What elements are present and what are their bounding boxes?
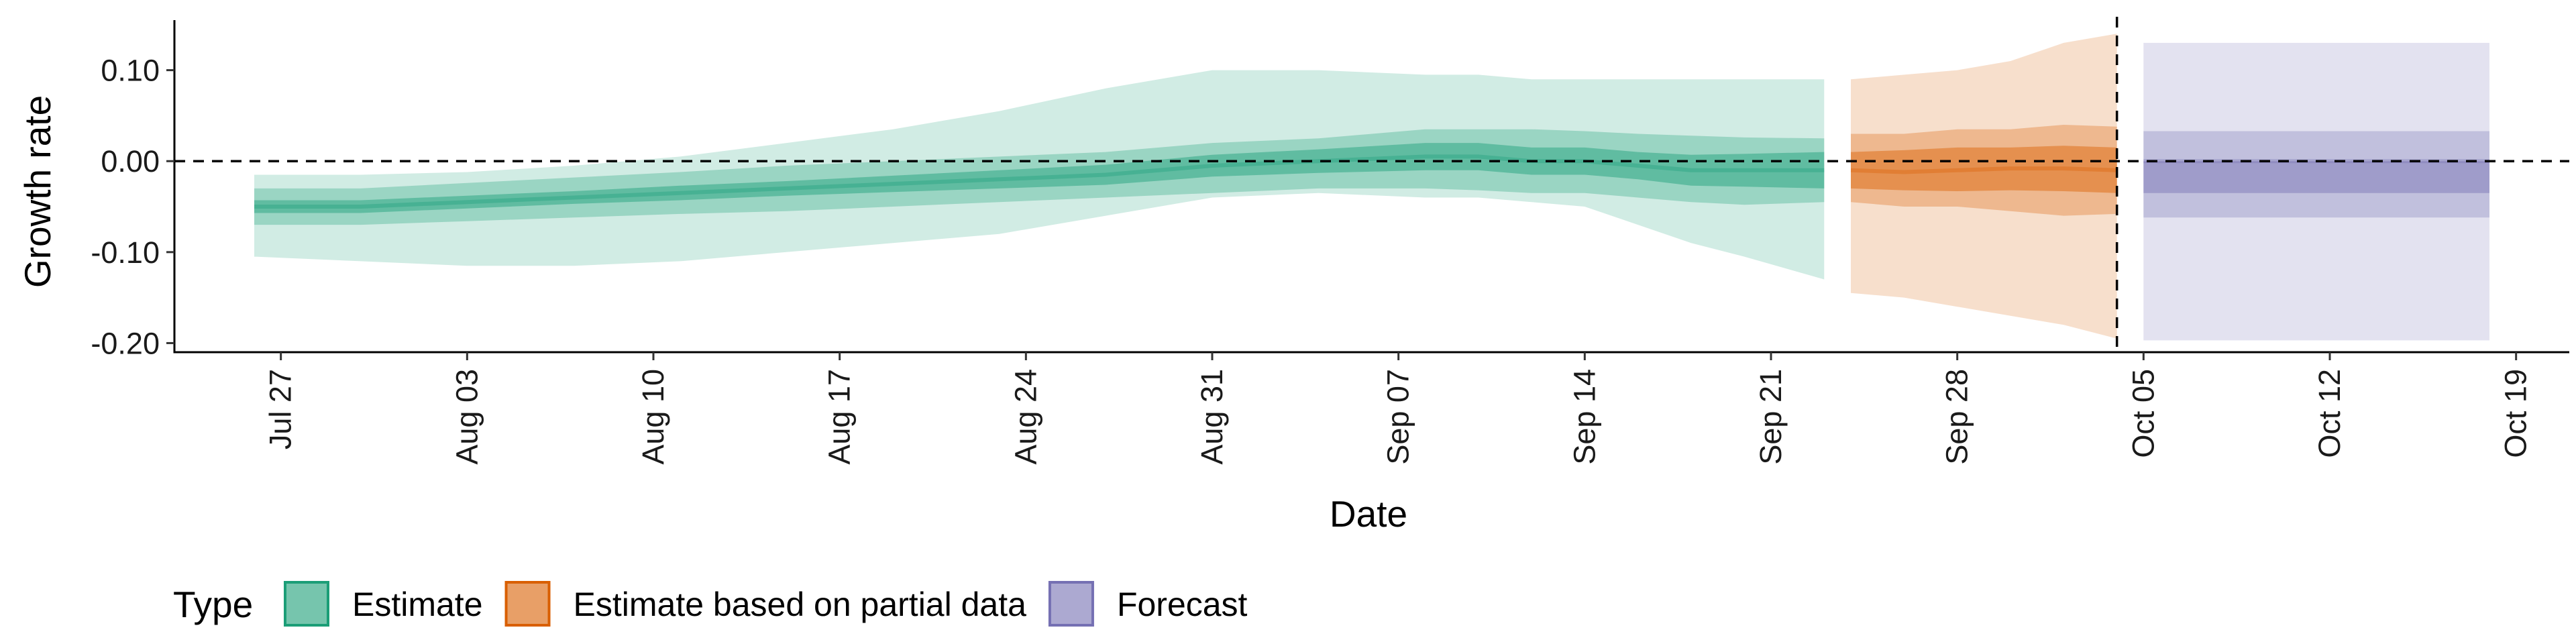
x-tick-label: Aug 31	[1195, 369, 1229, 465]
series-2-outer-ci-band	[2143, 42, 2489, 341]
series-0-median-line	[254, 154, 1825, 209]
x-tick-label: Aug 17	[822, 369, 857, 465]
x-tick-label: Aug 24	[1008, 369, 1042, 465]
x-axis-title: Date	[1330, 493, 1407, 535]
legend: Type Estimate Estimate based on partial d…	[173, 581, 1248, 627]
x-tick-label: Aug 10	[636, 369, 670, 465]
legend-swatch-2	[1048, 581, 1094, 627]
x-tick-label: Oct 12	[2312, 369, 2347, 458]
legend-label-2: Forecast	[1117, 586, 1248, 623]
y-tick-label: 0.10	[101, 54, 160, 88]
x-tick-label: Jul 27	[264, 369, 298, 449]
x-tick-label: Sep 21	[1754, 369, 1788, 465]
legend-items: Estimate Estimate based on partial data Fo…	[284, 581, 1248, 627]
x-ticks: Jul 27 Aug 03 Aug 10 Aug 17 Aug 24 Aug 31 Sep …	[264, 352, 2533, 465]
legend-label-0: Estimate	[352, 586, 483, 623]
y-tick-label: -0.20	[91, 326, 160, 360]
series-1-inner-ci-band	[1851, 146, 2117, 193]
series-2-inner-ci-band	[2143, 161, 2489, 193]
y-tick-label: 0.00	[101, 144, 160, 178]
series-0-mid-ci-band	[254, 129, 1825, 225]
x-tick-label: Aug 03	[449, 369, 484, 465]
ribbon-bands	[254, 34, 2489, 341]
y-axis-title: Growth rate	[17, 95, 58, 288]
legend-label-1: Estimate based on partial data	[574, 586, 1027, 623]
y-tick-label: -0.10	[91, 235, 160, 270]
axes	[173, 20, 2569, 354]
series-0-outer-ci-band	[254, 70, 1825, 280]
series-1-median-line	[1850, 166, 2117, 174]
series-0-inner-ci-band	[254, 143, 1825, 213]
x-tick-label: Oct 19	[2499, 369, 2533, 458]
x-tick-label: Sep 14	[1567, 369, 1601, 465]
legend-swatch-1	[504, 581, 551, 627]
x-tick-label: Oct 05	[2126, 369, 2160, 458]
series-1-mid-ci-band	[1851, 125, 2117, 216]
series-2-mid-ci-band	[2143, 131, 2489, 218]
x-tick-label: Sep 07	[1381, 369, 1415, 465]
y-ticks: 0.10 0.00 -0.10 -0.20	[91, 54, 174, 360]
legend-swatch-0	[284, 581, 329, 627]
legend-title: Type	[173, 584, 253, 625]
x-tick-label: Sep 28	[1940, 369, 1974, 465]
reference-lines	[174, 17, 2569, 352]
series-1-outer-ci-band	[1851, 34, 2117, 339]
